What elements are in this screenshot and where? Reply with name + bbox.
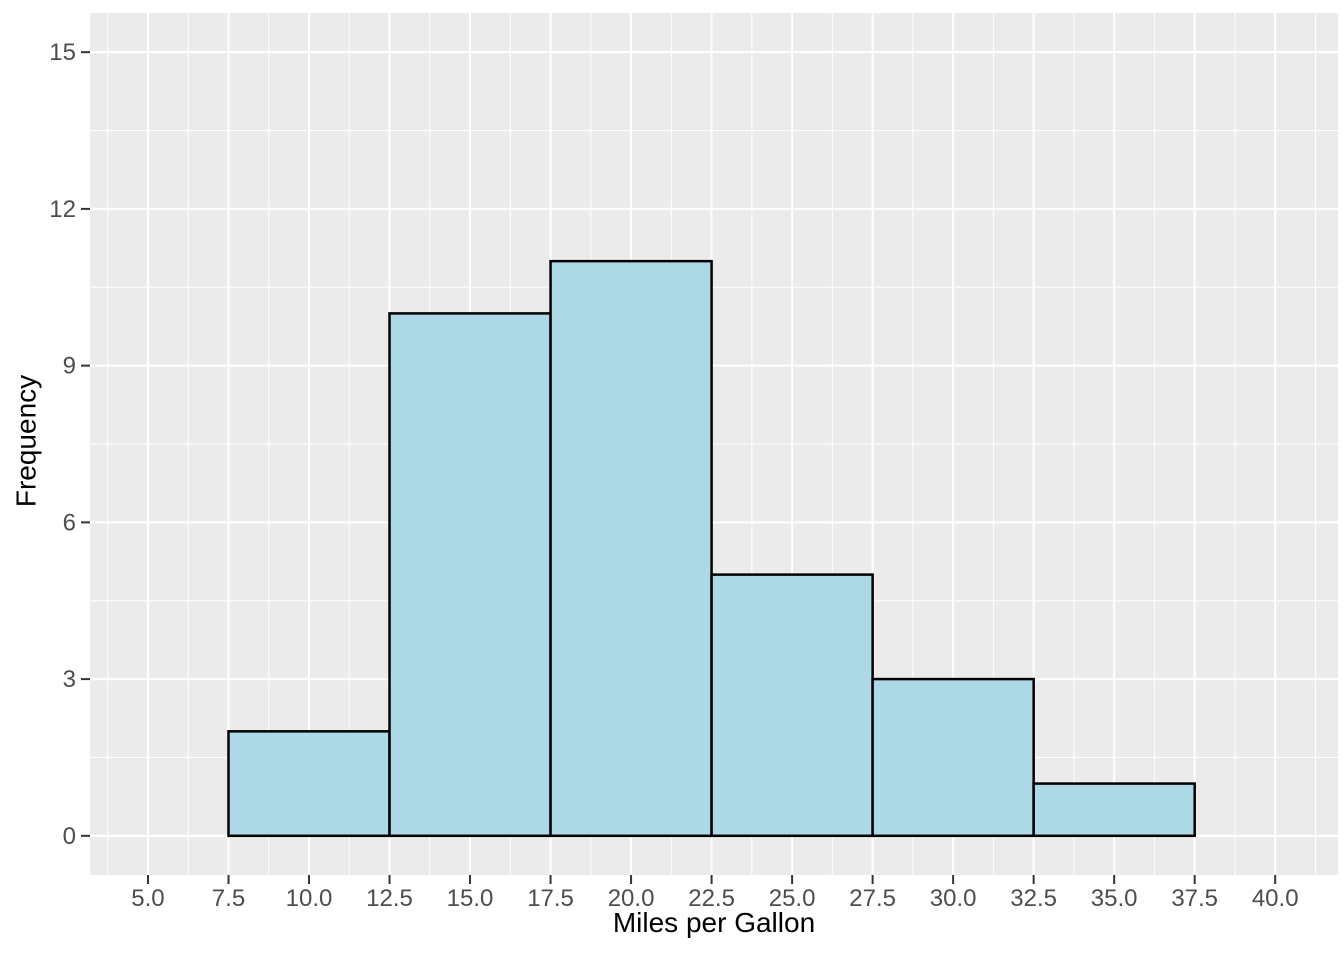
x-tick-label: 5.0 xyxy=(131,885,164,912)
y-tick-label: 0 xyxy=(63,823,76,850)
y-tick-label: 15 xyxy=(49,39,76,66)
histogram-bar xyxy=(549,259,713,838)
x-tick-label: 30.0 xyxy=(930,885,977,912)
histogram-bar xyxy=(388,312,552,838)
y-axis-title: Frequency xyxy=(10,374,42,508)
x-tick-label: 10.0 xyxy=(286,885,333,912)
x-tick-label: 22.5 xyxy=(688,885,735,912)
x-tick-label: 7.5 xyxy=(212,885,245,912)
x-tick-label: 37.5 xyxy=(1171,885,1218,912)
x-tick-label: 17.5 xyxy=(527,885,574,912)
histogram-bar xyxy=(710,573,874,838)
histogram-bar xyxy=(871,677,1035,838)
histogram-bar xyxy=(1032,782,1196,838)
x-tick-label: 15.0 xyxy=(447,885,494,912)
histogram-bar xyxy=(227,730,391,838)
x-tick-label: 32.5 xyxy=(1010,885,1057,912)
y-tick-label: 12 xyxy=(49,196,76,223)
x-tick-label: 27.5 xyxy=(849,885,896,912)
y-tick-label: 3 xyxy=(63,666,76,693)
x-axis-title: Miles per Gallon xyxy=(612,907,816,938)
x-tick-label: 20.0 xyxy=(608,885,655,912)
y-tick-label: 9 xyxy=(63,353,76,380)
x-tick-label: 35.0 xyxy=(1091,885,1138,912)
x-tick-label: 12.5 xyxy=(366,885,413,912)
x-tick-label: 40.0 xyxy=(1252,885,1299,912)
y-tick-label: 6 xyxy=(63,509,76,536)
x-tick-label: 25.0 xyxy=(769,885,816,912)
